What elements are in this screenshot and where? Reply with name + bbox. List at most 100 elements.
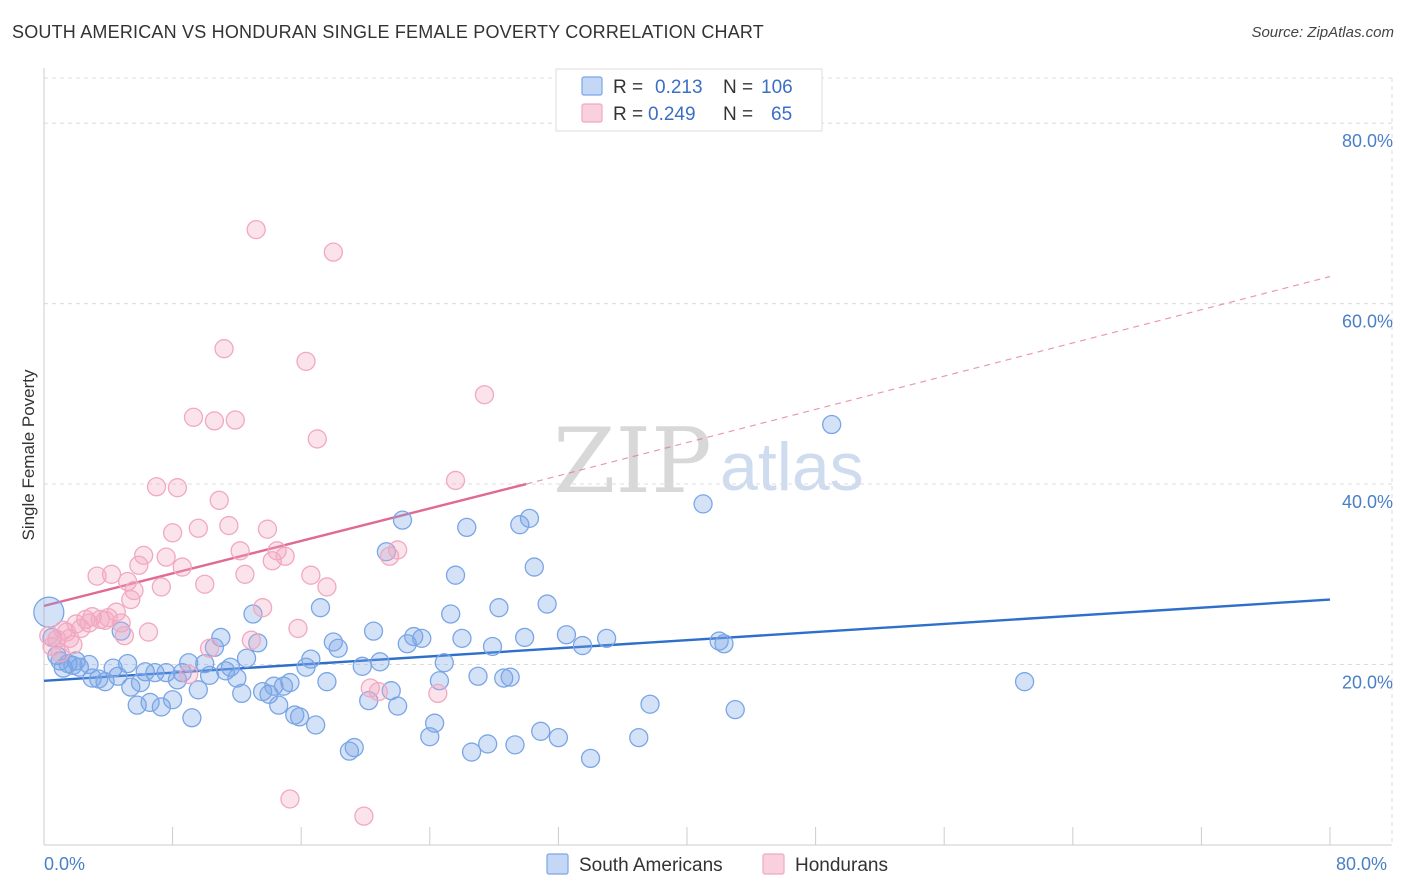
point-south-americans-21: [140, 692, 160, 713]
point-hondurans-64: [428, 683, 448, 704]
point-hondurans-28: [151, 577, 171, 597]
point-south-americans-47: [280, 672, 300, 693]
point-hondurans-42: [225, 410, 245, 430]
point-south-americans-31: [195, 653, 215, 674]
point-south-americans-85: [505, 735, 525, 755]
point-hondurans-55: [301, 565, 321, 585]
point-south-americans-66: [392, 510, 413, 530]
point-south-americans-24: [156, 663, 176, 683]
legend-n-value-2: 65: [771, 104, 792, 125]
point-hondurans-40: [214, 339, 234, 359]
bottom-legend-swatch-hondurans: [762, 853, 785, 875]
point-south-americans-20: [135, 662, 155, 682]
y-tick-label-60: 60.0%: [1342, 312, 1393, 332]
point-south-americans-81: [482, 636, 503, 657]
trend-line-south-americans: [43, 598, 1331, 682]
point-south-americans-17: [121, 677, 141, 697]
point-south-americans-96: [596, 628, 617, 649]
point-hondurans-52: [280, 789, 300, 809]
bottom-legend-label-hondurans: Hondurans: [795, 855, 888, 876]
point-south-americans-102: [725, 699, 745, 720]
point-hondurans-36: [195, 574, 215, 594]
point-south-americans-19: [130, 672, 151, 693]
point-south-americans-51: [301, 649, 321, 669]
point-hondurans-34: [183, 407, 204, 427]
point-south-americans-71: [424, 713, 445, 733]
point-south-americans-77: [457, 517, 477, 538]
point-south-americans-58: [344, 737, 364, 758]
grid-lines: [44, 77, 1393, 845]
point-south-americans-97: [629, 727, 649, 748]
y-tick-label-40: 40.0%: [1342, 492, 1393, 512]
point-hondurans-45: [241, 630, 262, 650]
point-hondurans-7: [63, 635, 83, 655]
point-hondurans-48: [257, 519, 278, 539]
point-south-americans-32: [199, 665, 220, 686]
point-hondurans-30: [162, 523, 183, 543]
point-south-americans-67: [397, 634, 417, 654]
point-hondurans-20: [114, 626, 135, 646]
point-hondurans-57: [317, 577, 337, 597]
x-tick-label-max: 80.0%: [1336, 854, 1387, 874]
point-hondurans-31: [167, 478, 188, 498]
point-hondurans-29: [156, 547, 176, 567]
point-south-americans-45: [269, 695, 289, 715]
chart-title: SOUTH AMERICAN VS HONDURAN SINGLE FEMALE…: [12, 22, 764, 42]
legend-swatch-hondurans: [581, 103, 603, 123]
point-hondurans-32: [172, 557, 192, 577]
point-south-americans-65: [387, 696, 408, 716]
point-south-americans-88: [519, 508, 540, 528]
point-hondurans-39: [209, 490, 229, 510]
point-south-americans-87: [514, 627, 535, 648]
point-south-americans-29: [182, 708, 202, 728]
trend-lines: [43, 275, 1331, 682]
point-hondurans-19: [111, 613, 131, 633]
trend-line-hondurans: [43, 482, 527, 608]
point-hondurans-37: [199, 638, 220, 658]
series-0-points: [33, 414, 1035, 769]
bottom-legend-swatch-south-americans: [546, 853, 569, 875]
point-south-americans-99: [693, 494, 713, 514]
point-south-americans-40: [243, 604, 263, 624]
legend-r-label-1: R =: [613, 77, 643, 98]
point-south-americans-23: [151, 697, 171, 717]
point-hondurans-46: [246, 219, 266, 240]
point-south-americans-95: [580, 748, 601, 769]
point-hondurans-47: [252, 598, 273, 618]
point-south-americans-73: [434, 653, 454, 673]
point-south-americans-37: [227, 668, 247, 688]
point-hondurans-24: [129, 555, 149, 575]
legend: R = 0.213 N = 106 R = 0.249 N = 65: [555, 68, 823, 132]
point-south-americans-83: [494, 668, 514, 688]
point-hondurans-66: [474, 385, 495, 405]
point-south-americans-38: [232, 683, 252, 704]
y-tick-label-80: 80.0%: [1342, 131, 1393, 151]
point-south-americans-82: [489, 598, 509, 618]
point-south-americans-91: [537, 594, 557, 614]
legend-n-label-1: N =: [723, 77, 753, 98]
point-hondurans-18: [106, 602, 126, 622]
point-south-americans-98: [640, 694, 660, 714]
point-south-americans-22: [145, 663, 165, 683]
point-south-americans-93: [556, 625, 577, 645]
point-hondurans-17: [101, 564, 122, 584]
watermark-atlas: atlas: [720, 429, 864, 505]
point-south-americans-89: [524, 557, 544, 577]
legend-r-label-2: R =: [613, 104, 643, 125]
point-hondurans-13: [87, 566, 107, 586]
point-south-americans-25: [162, 690, 183, 710]
bottom-legend-label-south-americans: South Americans: [579, 855, 723, 876]
y-tick-label-20: 20.0%: [1342, 673, 1393, 693]
axes: [43, 68, 1392, 846]
point-hondurans-43: [230, 541, 250, 561]
legend-r-value-2: 0.249: [648, 104, 696, 125]
point-hondurans-51: [275, 546, 295, 566]
point-hondurans-33: [179, 664, 199, 685]
point-south-americans-30: [188, 680, 208, 700]
point-hondurans-38: [204, 411, 225, 431]
point-south-americans-103: [822, 414, 842, 435]
legend-r-value-1: 0.213: [655, 77, 703, 98]
source-label: Source: ZipAtlas.com: [1251, 24, 1394, 41]
point-hondurans-56: [307, 429, 327, 449]
